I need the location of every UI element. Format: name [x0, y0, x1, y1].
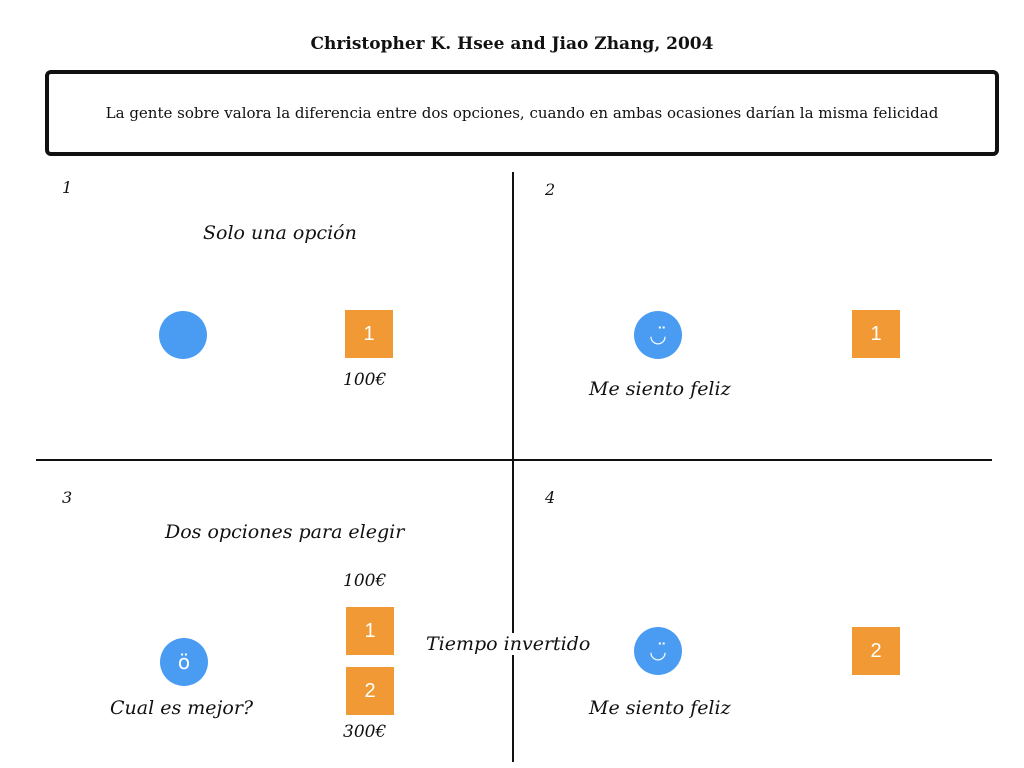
quadrant-1-heading: Solo una opción	[203, 222, 357, 244]
quadrant-1-amount: 100€	[343, 370, 387, 390]
option-1-square: 1	[852, 310, 900, 358]
horizontal-divider	[36, 459, 992, 461]
statement-box: La gente sobre valora la diferencia entr…	[45, 70, 999, 156]
quadrant-4-number: 4	[545, 488, 556, 507]
time-invested-label: Tiempo invertido	[422, 633, 595, 655]
quadrant-2-number: 2	[545, 180, 556, 199]
smile-face-icon: ◡̈	[634, 627, 682, 675]
quadrant-3-number: 3	[62, 488, 73, 507]
confused-face-icon: ö	[160, 638, 208, 686]
option-1-square: 1	[346, 607, 394, 655]
option-2-square: 2	[852, 627, 900, 675]
vertical-divider	[512, 172, 514, 762]
statement-text: La gente sobre valora la diferencia entr…	[105, 104, 939, 122]
quadrant-3-caption: Cual es mejor?	[110, 697, 254, 719]
quadrant-2-caption: Me siento feliz	[589, 378, 731, 400]
option-2-square: 2	[346, 667, 394, 715]
option-1-amount: 100€	[343, 571, 387, 591]
person-circle-icon	[159, 311, 207, 359]
option-1-square: 1	[345, 310, 393, 358]
page-title: Christopher K. Hsee and Jiao Zhang, 2004	[310, 34, 714, 54]
quadrant-4-caption: Me siento feliz	[589, 697, 731, 719]
smile-face-icon: ◡̈	[634, 311, 682, 359]
quadrant-1-number: 1	[62, 178, 73, 197]
option-2-amount: 300€	[343, 722, 387, 742]
quadrant-3-heading: Dos opciones para elegir	[165, 521, 405, 543]
